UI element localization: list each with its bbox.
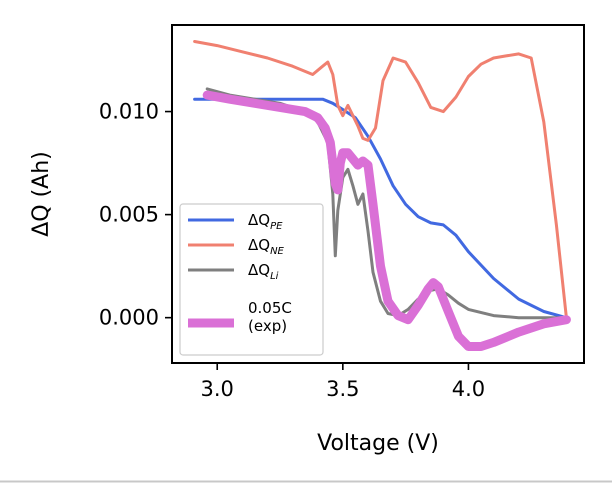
- legend-box: [179, 203, 324, 356]
- legend-label-dq-li: ΔQLi: [248, 261, 279, 282]
- series-line-dq-ne: [193, 40, 568, 320]
- series-layer: [193, 40, 571, 351]
- x-tick-label: 4.0: [452, 377, 485, 401]
- legend-label-dq-ne: ΔQNE: [248, 236, 285, 257]
- series-line-exp-0-05c: [202, 90, 571, 351]
- y-tick-label: 0.000: [99, 306, 159, 330]
- legend: ΔQPE ΔQNE ΔQLi 0.05C(exp): [179, 203, 324, 356]
- y-tick-label: 0.005: [99, 203, 159, 227]
- legend-label-dq-pe: ΔQPE: [248, 211, 283, 232]
- x-tick-label: 3.5: [326, 377, 359, 401]
- axis-layer: 3.0 3.5 4.0 0.000 0.005 0.010: [99, 100, 485, 401]
- y-axis-label: ΔQ (Ah): [29, 151, 54, 237]
- x-axis-label: Voltage (V): [317, 431, 439, 456]
- series-line-dq-pe: [193, 97, 568, 320]
- plot-frame: [171, 24, 585, 364]
- x-tick-label: 3.0: [201, 377, 234, 401]
- legend-label-exp-0-05c: (exp): [248, 317, 287, 335]
- y-tick-label: 0.010: [99, 100, 159, 124]
- legend-label-exp-0-05c: 0.05C: [248, 299, 292, 317]
